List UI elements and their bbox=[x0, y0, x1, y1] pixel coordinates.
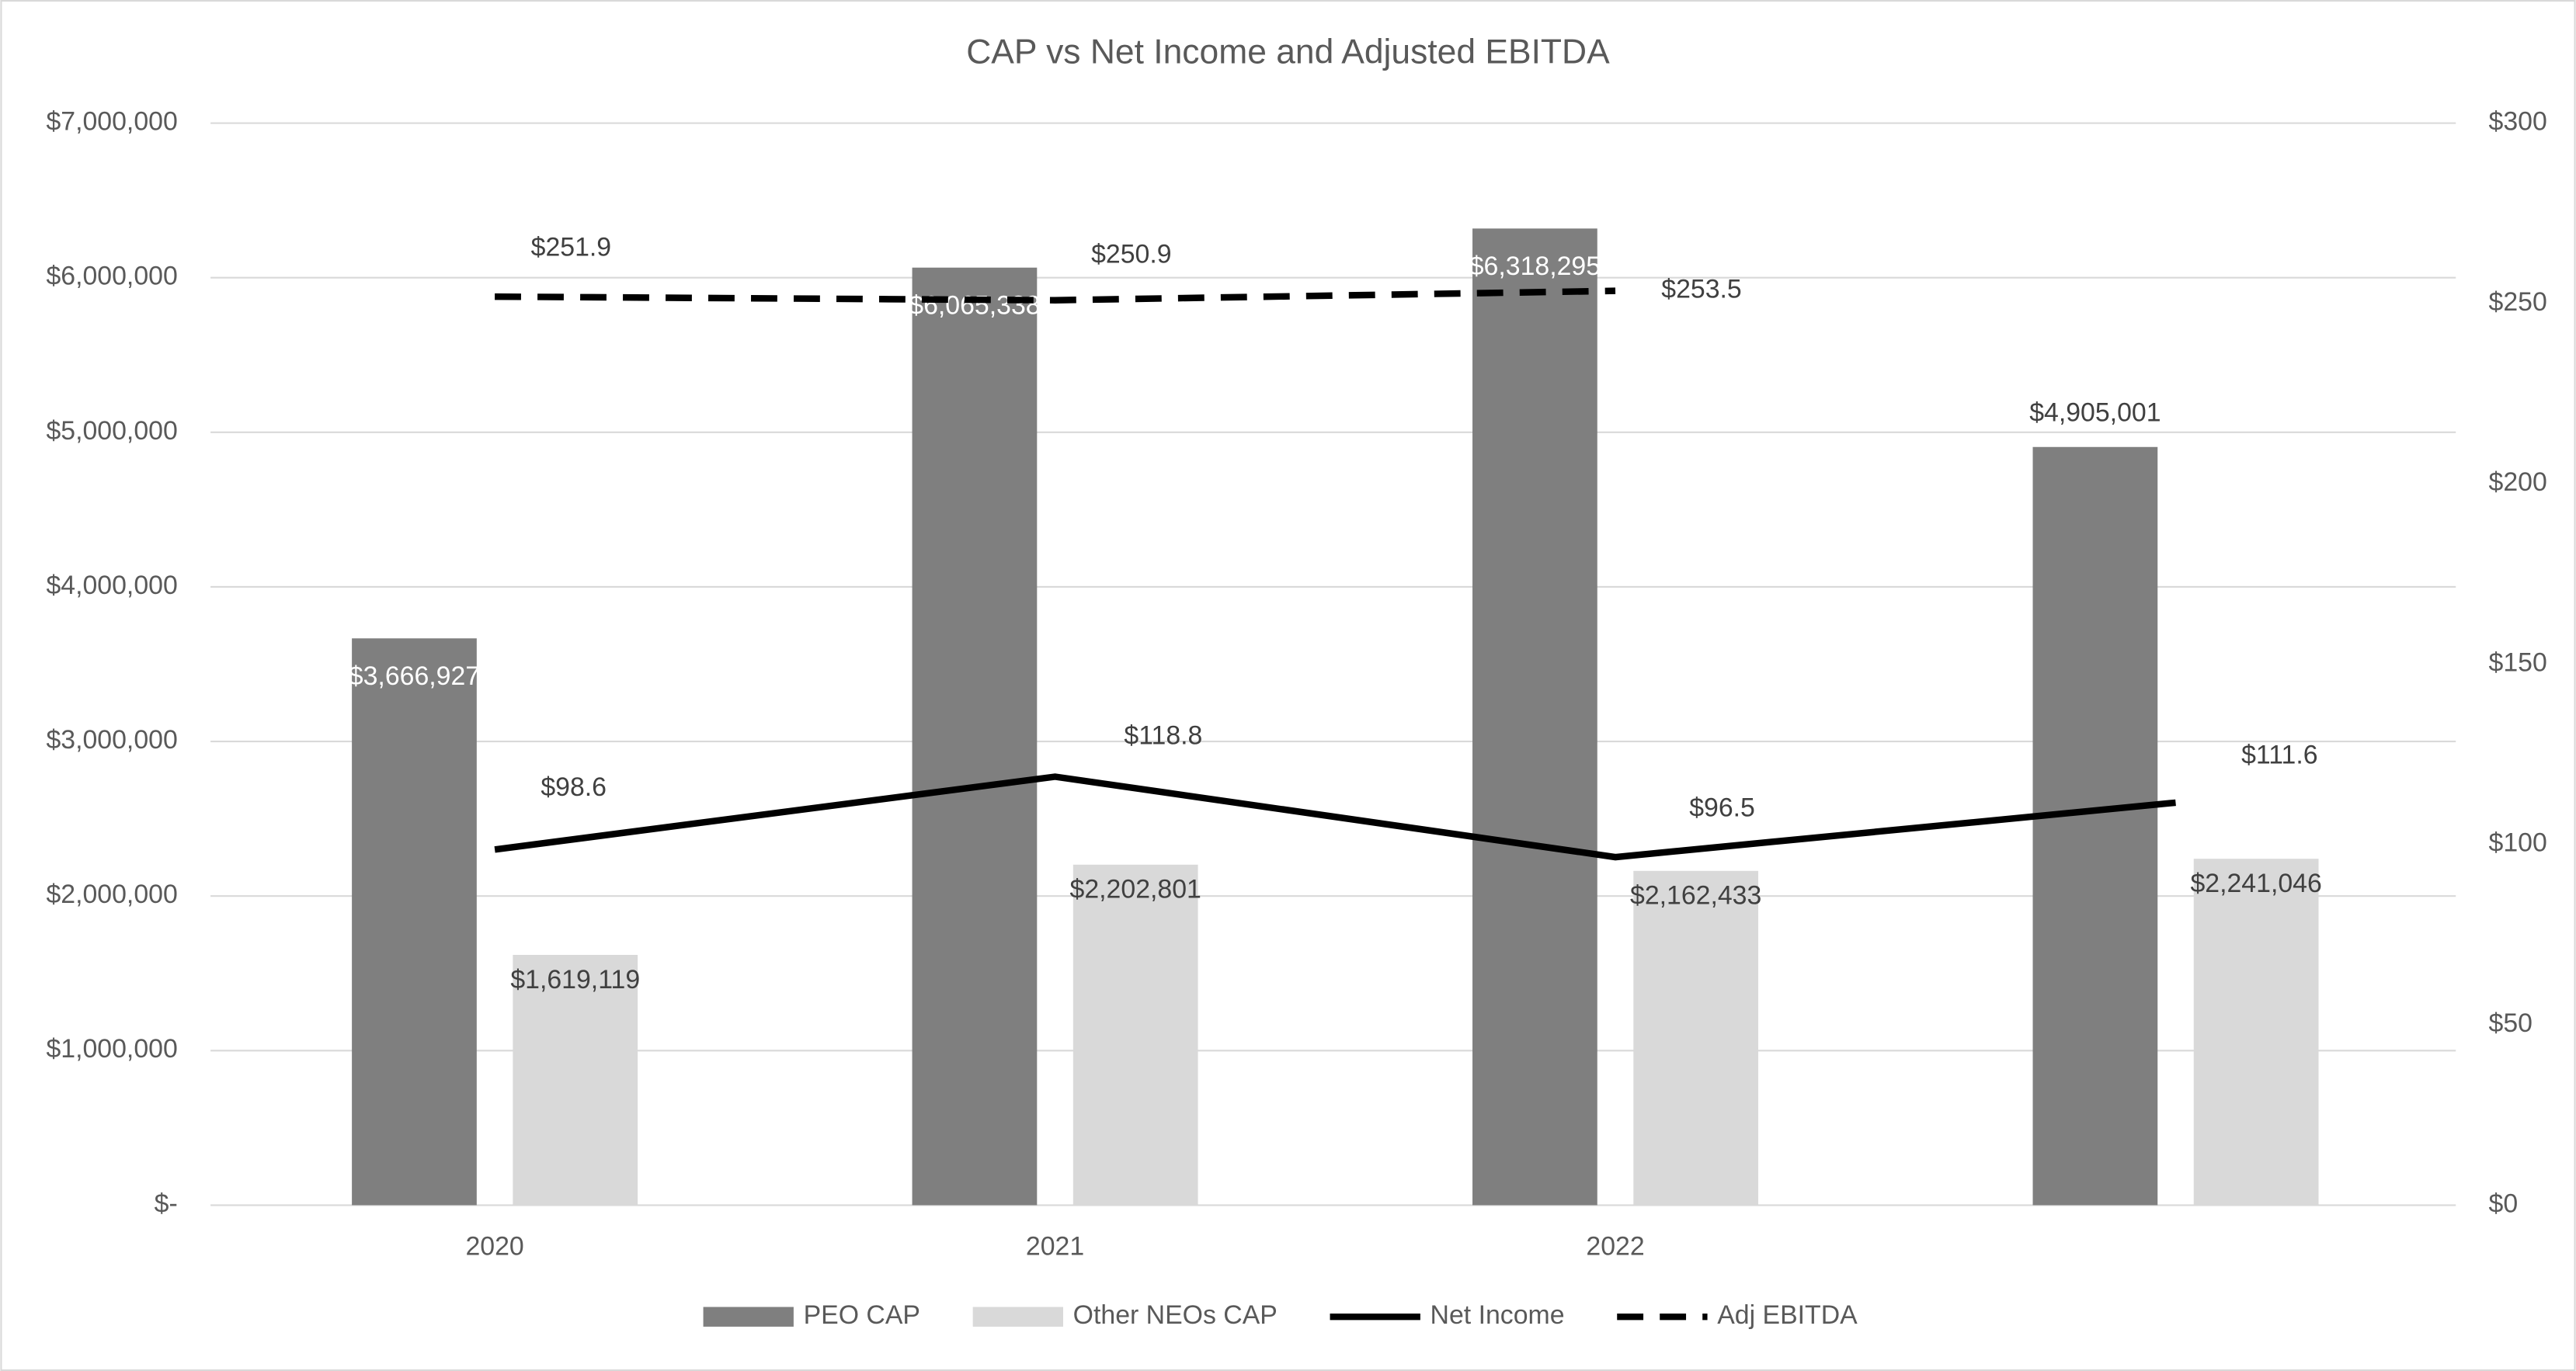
data-label: $2,202,801 bbox=[1070, 875, 1201, 904]
x-tick-label: 2022 bbox=[1586, 1231, 1644, 1261]
data-label: $251.9 bbox=[531, 233, 611, 262]
data-label: $1,619,119 bbox=[510, 965, 640, 994]
y-tick-label: $3,000,000 bbox=[46, 725, 177, 755]
y2-tick-label: $150 bbox=[2489, 647, 2547, 677]
x-tick-label: 2021 bbox=[1026, 1231, 1084, 1261]
data-label: $2,162,433 bbox=[1630, 881, 1761, 911]
data-label: $3,666,927 bbox=[349, 661, 480, 691]
legend-label: PEO CAP bbox=[804, 1300, 920, 1330]
data-label: $118.8 bbox=[1124, 721, 1202, 751]
y2-tick-label: $200 bbox=[2489, 467, 2547, 497]
y-tick-label: $5,000,000 bbox=[46, 416, 177, 446]
legend-swatch bbox=[703, 1307, 794, 1327]
legend-swatch bbox=[972, 1307, 1063, 1327]
y-tick-label: $1,000,000 bbox=[46, 1034, 177, 1064]
bar bbox=[1472, 228, 1597, 1206]
y2-tick-label: $50 bbox=[2489, 1008, 2533, 1038]
y2-tick-label: $250 bbox=[2489, 287, 2547, 317]
data-label: $4,905,001 bbox=[2029, 397, 2161, 427]
bar bbox=[912, 267, 1038, 1206]
data-label: $6,318,295 bbox=[1469, 252, 1601, 281]
bar bbox=[352, 638, 477, 1206]
legend-label: Adj EBITDA bbox=[1717, 1300, 1858, 1330]
line bbox=[494, 773, 2176, 861]
bar bbox=[513, 955, 638, 1206]
y2-tick-label: $300 bbox=[2489, 107, 2547, 137]
y-tick-label: $- bbox=[155, 1189, 178, 1218]
legend-label: Other NEOs CAP bbox=[1073, 1300, 1278, 1330]
y-tick-label: $4,000,000 bbox=[46, 571, 177, 600]
x-tick-label: 2020 bbox=[465, 1231, 523, 1261]
y-tick-label: $6,000,000 bbox=[46, 262, 177, 291]
bar bbox=[1633, 870, 1759, 1206]
bar bbox=[2193, 859, 2319, 1206]
y2-tick-label: $100 bbox=[2489, 828, 2547, 858]
bar bbox=[1072, 864, 1198, 1206]
y2-tick-label: $0 bbox=[2489, 1189, 2519, 1218]
legend-label: Net Income bbox=[1431, 1300, 1565, 1330]
y-tick-label: $7,000,000 bbox=[46, 107, 177, 137]
y-tick-label: $2,000,000 bbox=[46, 880, 177, 909]
data-label: $253.5 bbox=[1661, 275, 1741, 304]
chart-title: CAP vs Net Income and Adjusted EBITDA bbox=[966, 33, 1610, 71]
data-label: $6,065,338 bbox=[909, 290, 1040, 320]
bar bbox=[2032, 446, 2158, 1206]
data-label: $250.9 bbox=[1091, 240, 1171, 269]
data-label: $2,241,046 bbox=[2190, 869, 2321, 898]
line bbox=[495, 287, 1616, 304]
data-label: $111.6 bbox=[2241, 741, 2317, 770]
data-label: $98.6 bbox=[541, 772, 607, 802]
data-label: $96.5 bbox=[1689, 793, 1755, 823]
